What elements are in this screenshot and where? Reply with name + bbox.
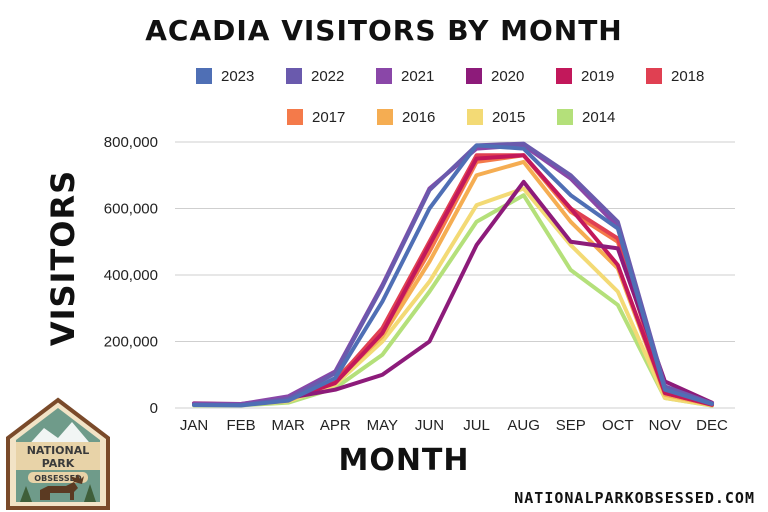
- legend-label: 2016: [402, 109, 435, 126]
- legend-item-2021: 2021: [376, 68, 434, 85]
- legend-swatch: [557, 109, 573, 125]
- x-axis-ticks: JAN FEB MAR APR MAY JUN JUL AUG SEP OCT NOV DEC: [180, 417, 728, 434]
- legend-swatch: [467, 109, 483, 125]
- x-tick-label: JUL: [463, 417, 490, 434]
- legend-item-2014: 2014: [557, 109, 615, 126]
- legend-swatch: [196, 68, 212, 84]
- x-tick-label: OCT: [602, 417, 634, 434]
- legend: 2023 2022 2021 2020 2019 2018 2017 2016 2015 2014: [196, 68, 704, 126]
- x-tick-label: JUN: [415, 417, 444, 434]
- x-tick-label: MAY: [367, 417, 398, 434]
- moose-icon: [40, 474, 84, 500]
- x-tick-label: FEB: [226, 417, 255, 434]
- x-tick-label: DEC: [696, 417, 728, 434]
- legend-swatch: [287, 109, 303, 125]
- badge-line1: NATIONAL: [27, 444, 90, 457]
- legend-label: 2022: [311, 68, 344, 85]
- x-tick-label: AUG: [507, 417, 540, 434]
- legend-label: 2015: [492, 109, 525, 126]
- legend-item-2015: 2015: [467, 109, 525, 126]
- x-tick-label: SEP: [556, 417, 586, 434]
- legend-label: 2017: [312, 109, 345, 126]
- legend-label: 2018: [671, 68, 704, 85]
- legend-label: 2021: [401, 68, 434, 85]
- legend-item-2016: 2016: [377, 109, 435, 126]
- badge-line3: OBSESSED: [34, 474, 82, 483]
- national-park-badge: NATIONAL PARK OBSESSED: [6, 397, 110, 510]
- legend-swatch: [286, 68, 302, 84]
- y-axis-ticks: 0 200,000 400,000 600,000 800,000: [104, 134, 158, 417]
- y-axis-label: VISITORS: [44, 170, 82, 346]
- legend-item-2018: 2018: [646, 68, 704, 85]
- y-tick-label: 0: [150, 400, 158, 417]
- legend-item-2023: 2023: [196, 68, 254, 85]
- series-line-2022: [192, 141, 714, 408]
- y-tick-label: 400,000: [104, 267, 158, 284]
- legend-label: 2014: [582, 109, 615, 126]
- x-tick-label: APR: [320, 417, 351, 434]
- legend-swatch: [376, 68, 392, 84]
- legend-item-2020: 2020: [466, 68, 524, 85]
- badge-line2: PARK: [42, 457, 75, 470]
- x-axis-label: MONTH: [338, 443, 469, 478]
- x-tick-label: NOV: [649, 417, 682, 434]
- y-tick-label: 600,000: [104, 201, 158, 218]
- legend-swatch: [377, 109, 393, 125]
- legend-item-2017: 2017: [287, 109, 345, 126]
- legend-item-2022: 2022: [286, 68, 344, 85]
- series-line-2023: [192, 143, 714, 408]
- legend-label: 2023: [221, 68, 254, 85]
- legend-swatch: [556, 68, 572, 84]
- legend-item-2019: 2019: [556, 68, 614, 85]
- x-tick-label: JAN: [180, 417, 208, 434]
- chart-title: ACADIA VISITORS BY MONTH: [145, 14, 622, 47]
- y-tick-label: 800,000: [104, 134, 158, 151]
- y-tick-label: 200,000: [104, 334, 158, 351]
- series-lines: [192, 141, 714, 408]
- x-tick-label: MAR: [272, 417, 306, 434]
- legend-label: 2019: [581, 68, 614, 85]
- legend-label: 2020: [491, 68, 524, 85]
- legend-swatch: [466, 68, 482, 84]
- website-label: NATIONALPARKOBSESSED.COM: [514, 489, 755, 507]
- legend-swatch: [646, 68, 662, 84]
